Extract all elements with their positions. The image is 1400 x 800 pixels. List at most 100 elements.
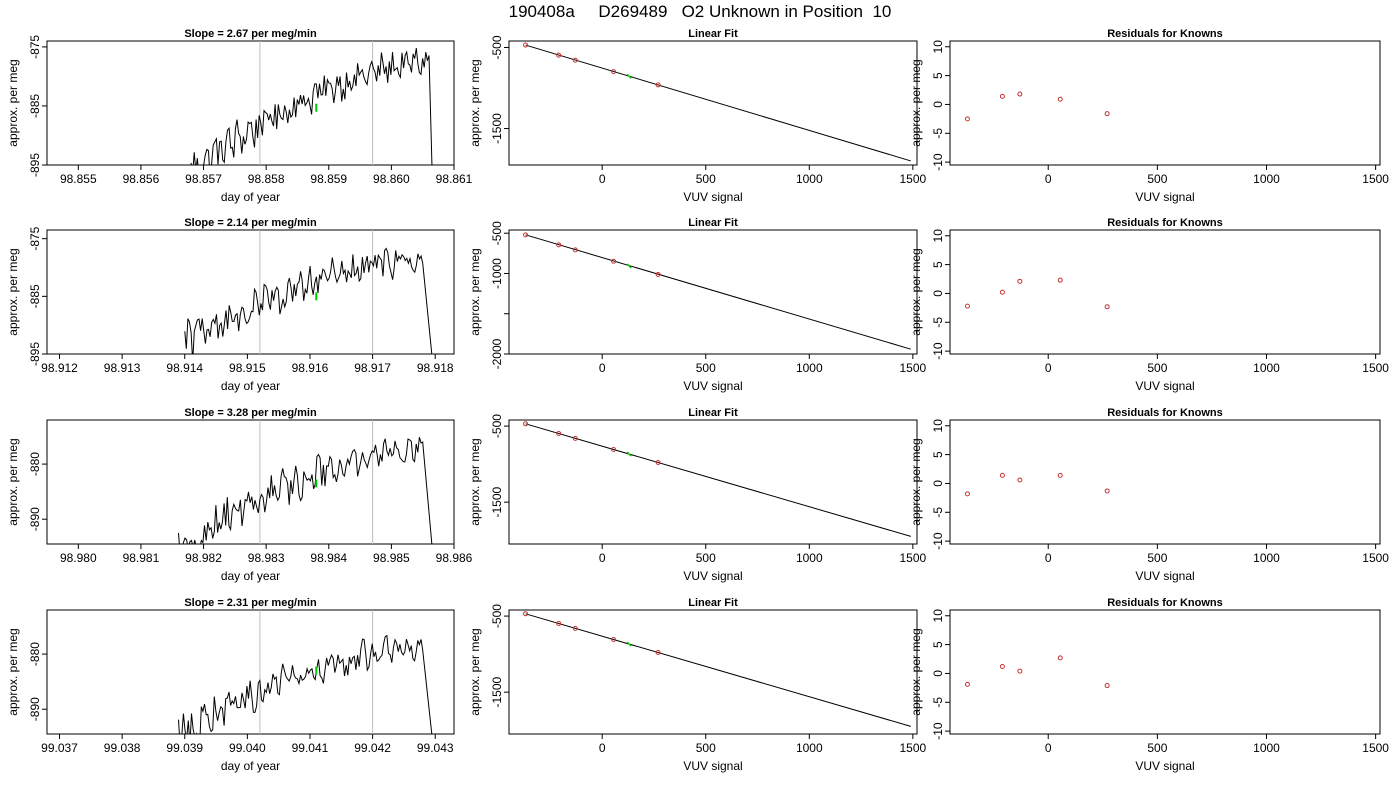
x-tick-label: 1000 [796, 741, 823, 755]
x-tick-label: 500 [1147, 172, 1167, 186]
y-tick-label: -10 [931, 153, 945, 171]
x-tick-label: 99.041 [292, 741, 329, 755]
y-tick-label: -880 [28, 642, 42, 666]
x-tick-label: 98.855 [60, 172, 97, 186]
panel-title: Linear Fit [688, 217, 738, 229]
panel-title: Residuals for Knowns [1107, 597, 1223, 609]
x-tick-label: 1500 [900, 172, 927, 186]
known-point [655, 650, 661, 656]
residual-point [999, 93, 1005, 99]
x-tick-label: 98.861 [436, 172, 473, 186]
y-axis-label: approx. per meg [468, 248, 482, 335]
y-tick-label: -2000 [490, 338, 504, 369]
y-axis-label: approx. per meg [909, 248, 923, 335]
y-tick-label: 10 [931, 609, 945, 623]
x-tick-label: 98.913 [104, 361, 141, 375]
panel-title: Residuals for Knowns [1107, 217, 1223, 229]
x-tick-label: 1000 [1253, 172, 1280, 186]
x-tick-label: 98.982 [185, 551, 222, 565]
x-tick-label: 98.916 [292, 361, 329, 375]
known-point [556, 242, 562, 248]
plot-frame [949, 229, 1381, 355]
residual-point [999, 664, 1005, 670]
panel-r2c1: Slope = 2.14 per meg/min 98.912 98.913 98.9… [6, 217, 455, 393]
fit-line [525, 44, 911, 162]
x-tick-label: 99.039 [166, 741, 203, 755]
residual-point [1017, 91, 1023, 97]
y-tick-label: -880 [28, 452, 42, 476]
y-tick-label: 10 [931, 229, 945, 243]
y-axis-label: approx. per meg [6, 59, 20, 146]
x-tick-label: 1500 [900, 361, 927, 375]
y-tick-label: -875 [28, 35, 42, 59]
y-axis-label: approx. per meg [6, 438, 20, 525]
x-tick-label: 1000 [796, 361, 823, 375]
x-tick-label: 99.042 [354, 741, 391, 755]
plot-frame [508, 419, 918, 545]
panel-title: Linear Fit [688, 28, 738, 40]
x-tick-label: 0 [1045, 172, 1052, 186]
x-tick-label: 0 [1045, 361, 1052, 375]
residual-point [1104, 304, 1110, 310]
residual-point [1104, 488, 1110, 494]
y-axis-label: approx. per meg [909, 438, 923, 525]
panel-title: Linear Fit [688, 407, 738, 419]
x-tick-label: 98.917 [354, 361, 391, 375]
plot-frame [46, 419, 455, 545]
known-point [611, 69, 617, 75]
x-tick-label: 0 [599, 172, 606, 186]
residual-point [1057, 277, 1063, 283]
y-tick-label: -500 [490, 414, 504, 438]
plot-frame [949, 609, 1381, 735]
x-tick-label: 1000 [1253, 361, 1280, 375]
x-tick-label: 0 [1045, 551, 1052, 565]
residual-point [1057, 96, 1063, 102]
panel-r3c2: Linear Fit 0 500 1000 1500 -500 -1500 VUV signa… [468, 407, 927, 583]
x-tick-label: 98.980 [60, 551, 97, 565]
plot-frame [46, 229, 455, 355]
x-tick-label: 1000 [1253, 551, 1280, 565]
fit-line [525, 613, 911, 727]
x-axis-label: day of year [221, 759, 280, 773]
panel-r1c3: Residuals for Knowns 0 500 1000 1500 10 5 0 -5 -1… [909, 28, 1389, 204]
unknown-point [626, 263, 632, 269]
x-tick-label: 1500 [900, 741, 927, 755]
x-tick-label: 1500 [1362, 172, 1389, 186]
x-tick-label: 98.915 [229, 361, 266, 375]
panel-title: Slope = 2.31 per meg/min [184, 597, 317, 609]
panel-title: Residuals for Knowns [1107, 407, 1223, 419]
x-tick-label: 98.858 [248, 172, 285, 186]
x-tick-label: 98.914 [166, 361, 203, 375]
panel-r1c2: Linear Fit 0 500 1000 1500 -500 -1500 VUV signa… [468, 28, 927, 204]
fit-line [525, 423, 911, 537]
x-tick-label: 98.857 [185, 172, 222, 186]
x-tick-label: 98.856 [123, 172, 160, 186]
plot-frame [46, 40, 455, 166]
y-tick-label: -5 [931, 507, 945, 518]
signal-trace [178, 634, 433, 734]
x-tick-label: 99.040 [229, 741, 266, 755]
unknown-point [626, 451, 632, 457]
residual-point [999, 289, 1005, 295]
y-tick-label: -10 [931, 342, 945, 360]
residual-point [1017, 278, 1023, 284]
plot-frame [949, 40, 1381, 166]
x-tick-label: 0 [1045, 741, 1052, 755]
x-tick-label: 98.983 [248, 551, 285, 565]
x-axis-label: VUV signal [683, 569, 742, 583]
y-tick-label: 0 [931, 101, 945, 108]
known-point [523, 421, 529, 427]
x-tick-label: 0 [599, 361, 606, 375]
y-axis-label: approx. per meg [909, 59, 923, 146]
residual-point [1017, 477, 1023, 483]
x-tick-label: 98.986 [436, 551, 473, 565]
panel-r4c3: Residuals for Knowns 0 500 1000 1500 10 5 0 -5 -1… [909, 597, 1389, 773]
y-tick-label: -10 [931, 722, 945, 740]
panel-r2c3: Residuals for Knowns 0 500 1000 1500 10 5 0 -5 -1… [909, 217, 1389, 393]
known-point [556, 431, 562, 437]
x-tick-label: 500 [696, 172, 716, 186]
y-tick-label: 5 [931, 261, 945, 268]
y-axis-label: approx. per meg [468, 628, 482, 715]
y-tick-label: -500 [490, 221, 504, 245]
